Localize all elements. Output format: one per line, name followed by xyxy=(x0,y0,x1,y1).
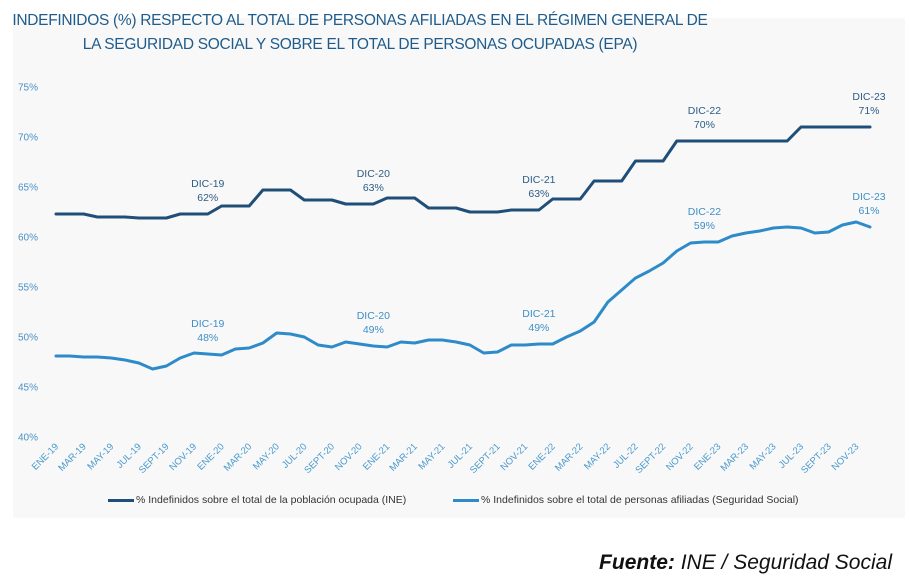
x-tick-label: NOV-22 xyxy=(664,441,696,473)
x-tick-label: MAY-20 xyxy=(251,441,282,472)
x-tick-label: SEPT-23 xyxy=(799,441,834,476)
x-tick-label: ENE-19 xyxy=(30,441,61,472)
y-tick-label: 40% xyxy=(18,433,38,444)
legend-item-ine: % Indefinidos sobre el total de la pobla… xyxy=(108,494,406,506)
legend-label-seguridad-social: % Indefinidos sobre el total de personas… xyxy=(481,494,799,506)
x-tick-label: MAY-19 xyxy=(85,441,116,472)
x-tick-label: SEPT-21 xyxy=(468,441,503,476)
y-tick-label: 55% xyxy=(18,283,38,294)
x-tick-label: NOV-21 xyxy=(499,441,531,473)
x-tick-label: MAY-22 xyxy=(582,441,613,472)
chart-title-line-2: LA SEGURIDAD SOCIAL Y SOBRE EL TOTAL DE … xyxy=(82,36,638,53)
annotation-value: 59% xyxy=(694,220,715,232)
x-tick-label: ENE-22 xyxy=(526,441,557,472)
x-tick-label: MAR-23 xyxy=(719,441,751,473)
source-note: Fuente: INE / Seguridad Social xyxy=(599,551,892,575)
legend-swatch-seguridad-social xyxy=(453,498,479,502)
annotation-label: DIC-23 xyxy=(852,191,885,203)
x-tick-label: ENE-23 xyxy=(692,441,723,472)
annotations: DIC-19 62% DIC-20 63% DIC-21 63% DIC-22 70% DIC-… xyxy=(191,91,886,344)
legend-swatch-ine xyxy=(108,498,134,502)
chart-panel xyxy=(13,18,905,518)
legend-label-ine: % Indefinidos sobre el total de la pobla… xyxy=(136,494,407,506)
series-line-ine xyxy=(54,125,872,220)
annotation-value: 49% xyxy=(363,324,384,336)
annotation-label: DIC-20 xyxy=(357,168,390,180)
y-tick-label: 60% xyxy=(18,233,38,244)
x-tick-label: MAY-23 xyxy=(748,441,779,472)
x-tick-label: ENE-21 xyxy=(361,441,392,472)
annotation-label: DIC-19 xyxy=(191,178,224,190)
x-tick-label: NOV-19 xyxy=(167,441,199,473)
source-text: INE / Seguridad Social xyxy=(674,551,892,574)
source-label: Fuente: xyxy=(599,551,675,574)
x-tick-label: NOV-23 xyxy=(830,441,862,473)
annotation-label: DIC-22 xyxy=(688,105,721,117)
x-tick-label: NOV-20 xyxy=(333,441,365,473)
annotation-label: DIC-21 xyxy=(522,174,555,186)
annotation-label: DIC-21 xyxy=(522,308,555,320)
x-tick-label: MAY-21 xyxy=(416,441,447,472)
y-axis: 40% 45% 50% 55% 60% 65% 70% 75% xyxy=(18,83,38,444)
x-tick-label: MAR-19 xyxy=(56,441,88,473)
annotation-value: 48% xyxy=(197,332,218,344)
x-tick-label: SEPT-22 xyxy=(634,441,669,476)
series-line-seguridad-social xyxy=(54,220,872,371)
x-tick-label: MAR-22 xyxy=(553,441,585,473)
y-tick-label: 70% xyxy=(18,133,38,144)
y-tick-label: 75% xyxy=(18,83,38,94)
annotation-value: 61% xyxy=(858,205,879,217)
annotation-label: DIC-19 xyxy=(191,318,224,330)
chart-title-line-1: INDEFINIDOS (%) RESPECTO AL TOTAL DE PER… xyxy=(12,12,708,29)
annotation-label: DIC-20 xyxy=(357,310,390,322)
annotation-value: 63% xyxy=(528,188,549,200)
annotation-label: DIC-23 xyxy=(852,91,885,103)
y-tick-label: 45% xyxy=(18,383,38,394)
annotation-value: 62% xyxy=(197,192,218,204)
x-tick-label: SEPT-19 xyxy=(137,441,172,476)
legend-item-seguridad-social: % Indefinidos sobre el total de personas… xyxy=(453,494,799,506)
chart-title: INDEFINIDOS (%) RESPECTO AL TOTAL DE PER… xyxy=(0,9,720,57)
x-tick-label: ENE-20 xyxy=(195,441,226,472)
x-tick-label: MAR-20 xyxy=(222,441,254,473)
series-lines xyxy=(54,125,872,371)
annotation-value: 49% xyxy=(528,322,549,334)
x-tick-label: SEPT-20 xyxy=(302,441,337,476)
y-tick-label: 50% xyxy=(18,333,38,344)
x-tick-label: MAR-21 xyxy=(387,441,419,473)
annotation-value: 71% xyxy=(858,105,879,117)
annotation-value: 70% xyxy=(694,119,715,131)
annotation-label: DIC-22 xyxy=(688,206,721,218)
annotation-value: 63% xyxy=(363,182,384,194)
x-axis: ENE-19MAR-19MAY-19JUL-19SEPT-19NOV-19ENE… xyxy=(30,441,862,476)
y-tick-label: 65% xyxy=(18,183,38,194)
